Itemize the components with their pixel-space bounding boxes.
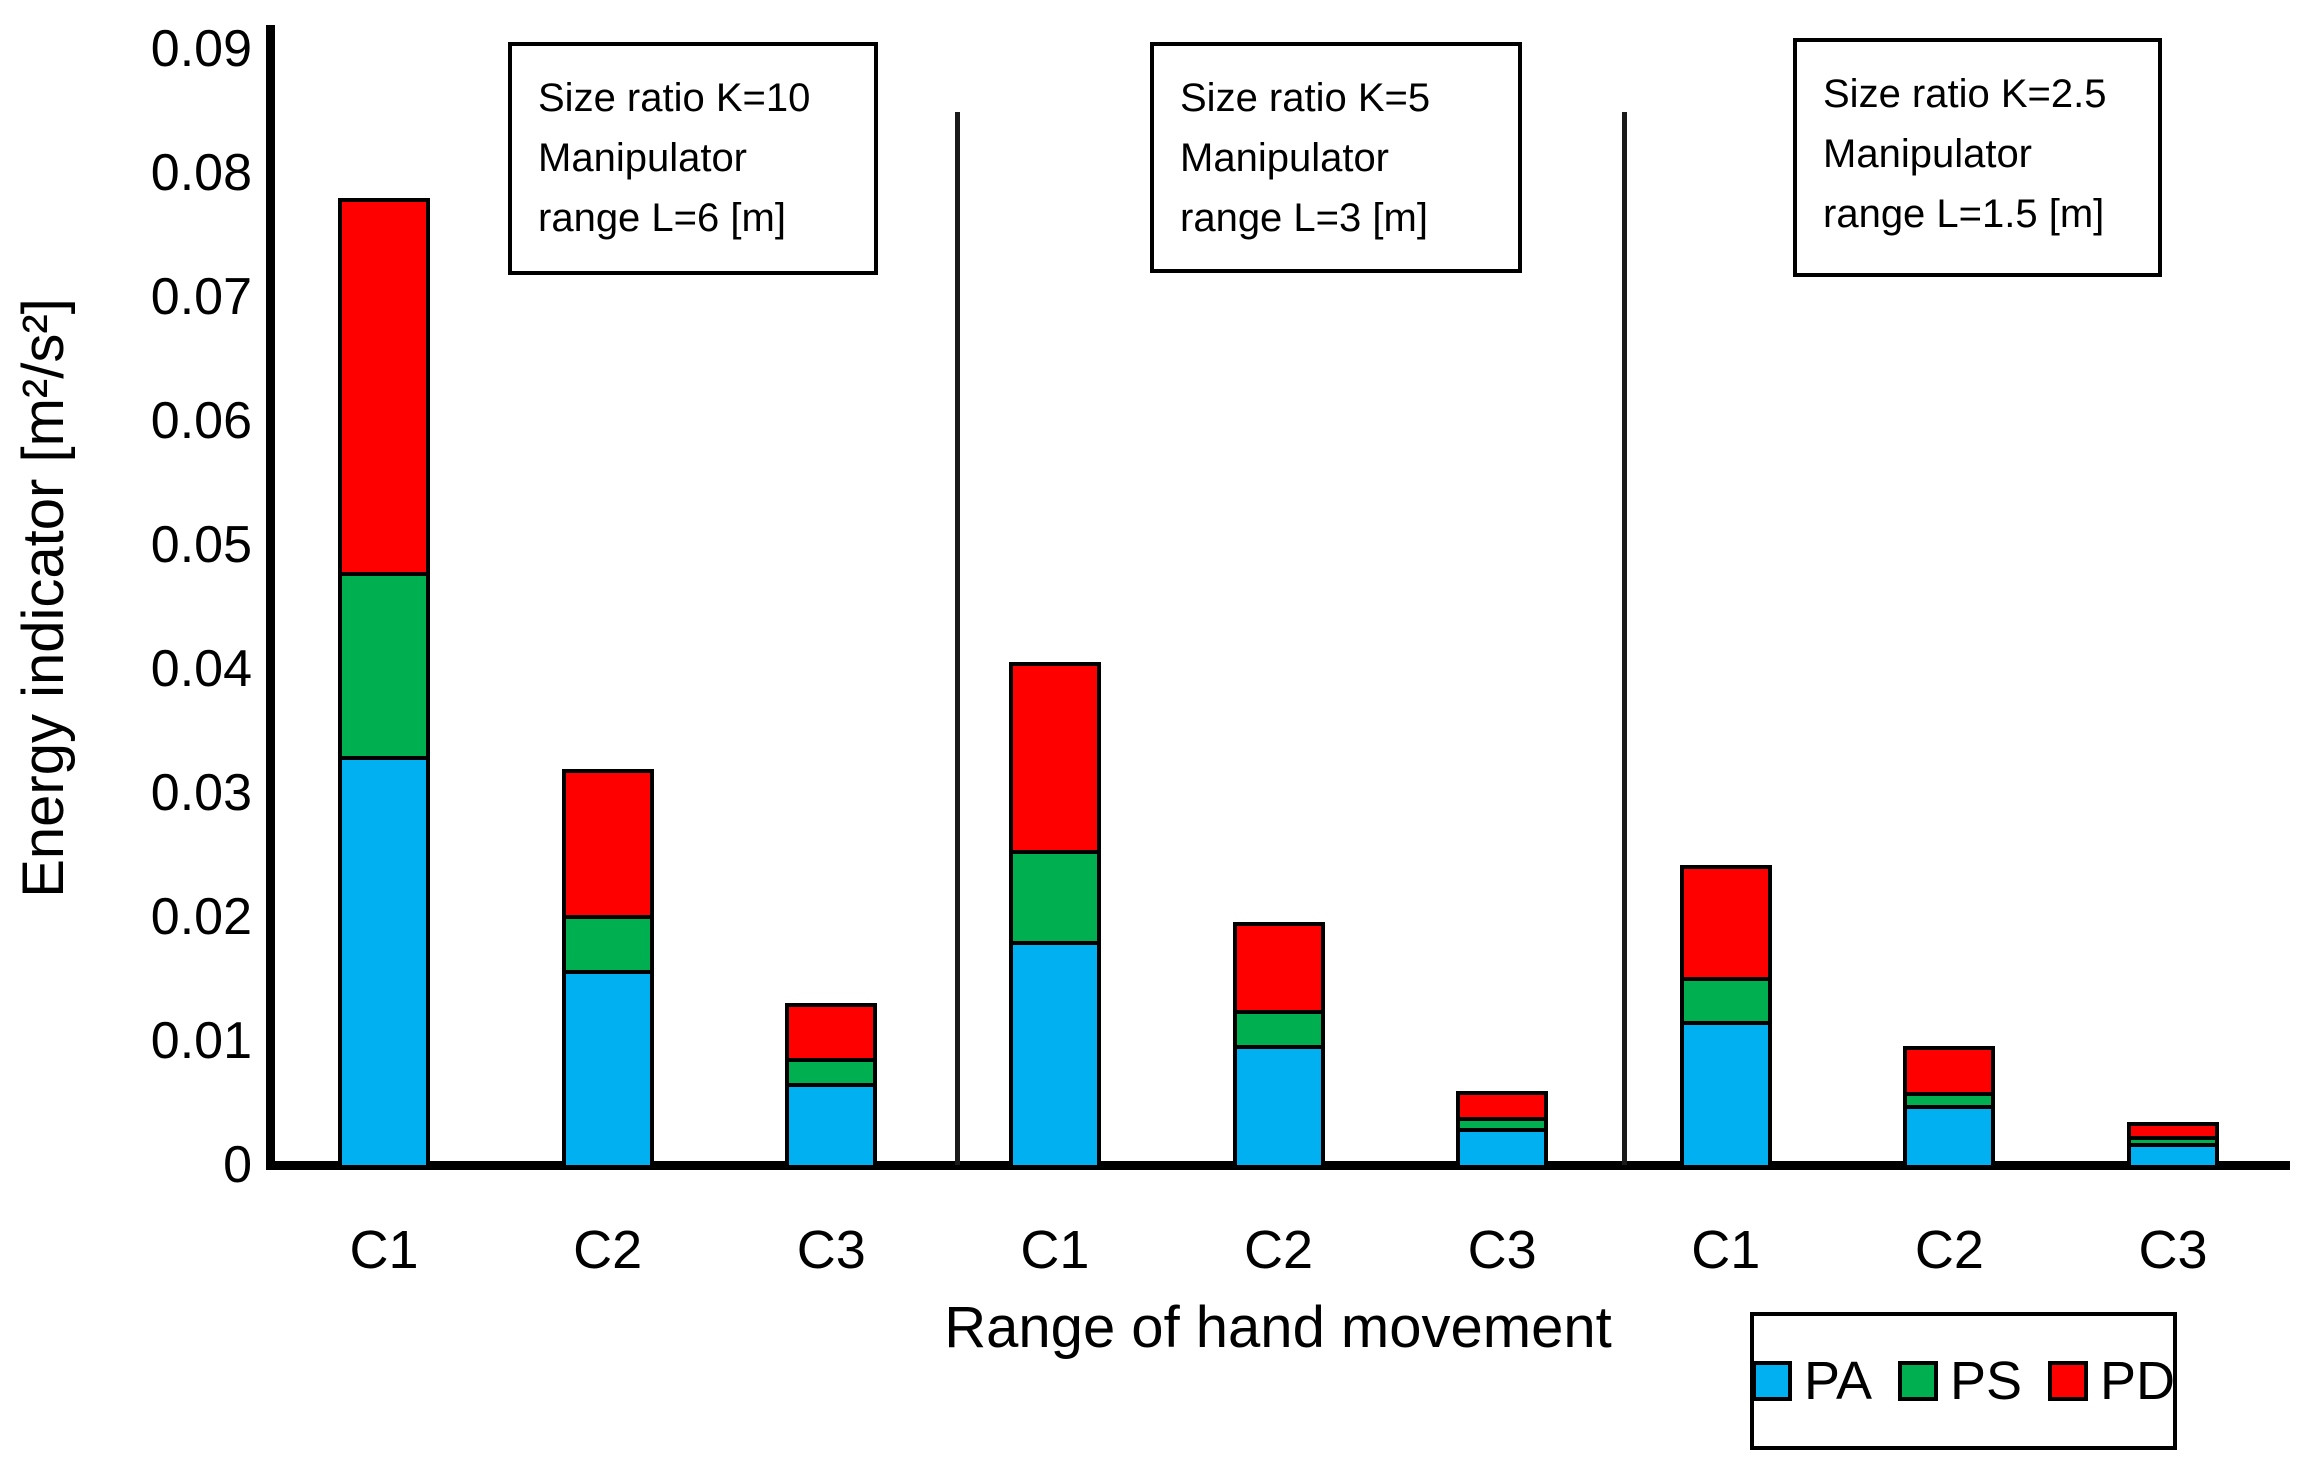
- bar-group3-C2-segment-PA: [1903, 1105, 1996, 1169]
- bar-group2-C1-segment-PD: [1008, 661, 1101, 855]
- y-tick-label-0.05: 0.05: [150, 516, 252, 574]
- bar-group2-C1-segment-PA: [1008, 940, 1101, 1169]
- annotation-line: Manipulator: [538, 136, 748, 180]
- bar-group2-C3-segment-PA: [1456, 1127, 1549, 1169]
- y-tick-label-0.07: 0.07: [150, 268, 252, 326]
- x-category-label-group2-C2: C2: [1243, 1220, 1314, 1280]
- annotation-line: range L=1.5 [m]: [1823, 192, 2105, 236]
- annotation-line: Manipulator: [1180, 136, 1390, 180]
- x-category-label-group3-C2: C2: [1914, 1220, 1984, 1280]
- bar-group1-C3-segment-PD: [785, 1002, 878, 1063]
- x-category-label-group1-C3: C3: [796, 1220, 866, 1280]
- bar-group1-C2-segment-PD: [561, 769, 654, 919]
- bar-group1-C1-segment-PS: [338, 572, 430, 760]
- ps-swatch-icon: [1897, 1361, 1938, 1401]
- y-tick-label-0.08: 0.08: [150, 144, 252, 202]
- bar-group3-C2-segment-PD: [1903, 1045, 1996, 1096]
- bar-group3-C1-segment-PA: [1679, 1021, 1772, 1169]
- group-separator-1: [955, 112, 960, 1165]
- annotation-box-k10: Size ratio K=10 Manipulator range L=6 [m…: [508, 42, 878, 275]
- x-category-label-group3-C3: C3: [2138, 1220, 2208, 1280]
- annotation-line: range L=3 [m]: [1180, 196, 1428, 240]
- bar-group3-C3-segment-PD: [2127, 1121, 2219, 1141]
- legend-entry-pa: PA: [1751, 1350, 1872, 1412]
- legend-entry-pd: PD: [2048, 1350, 2175, 1412]
- pd-swatch-icon: [2048, 1361, 2089, 1401]
- x-category-label-group2-C1: C1: [1020, 1220, 1090, 1280]
- annotation-line: Size ratio K=5: [1180, 76, 1431, 120]
- x-category-label-group1-C2: C2: [573, 1220, 643, 1280]
- bar-group2-C2-segment-PS: [1232, 1010, 1325, 1049]
- y-tick-label-0.06: 0.06: [150, 392, 252, 450]
- annotation-line: Size ratio K=2.5: [1823, 72, 2107, 116]
- y-tick-label-0.02: 0.02: [150, 888, 252, 946]
- x-category-label-group3-C1: C1: [1691, 1220, 1761, 1280]
- legend: PA PS PD: [1750, 1312, 2177, 1450]
- bar-group3-C1-segment-PS: [1679, 976, 1772, 1026]
- bar-group2-C3-segment-PD: [1456, 1090, 1549, 1121]
- bar-group1-C1-segment-PA: [338, 755, 430, 1169]
- annotation-line: Manipulator: [1823, 132, 2033, 176]
- y-tick-label-0.01: 0.01: [150, 1012, 252, 1070]
- bar-group2-C2-segment-PA: [1232, 1044, 1325, 1169]
- legend-label-pd: PD: [2100, 1351, 2176, 1411]
- y-tick-label-0: 0: [223, 1136, 252, 1194]
- bar-group2-C1-segment-PS: [1008, 850, 1101, 945]
- bar-group1-C2-segment-PS: [561, 914, 654, 975]
- legend-label-pa: PA: [1803, 1351, 1872, 1411]
- y-tick-label-0.09: 0.09: [150, 20, 252, 78]
- annotation-line: range L=6 [m]: [538, 196, 786, 240]
- bar-group1-C3-segment-PS: [785, 1058, 878, 1088]
- y-tick-label-0.03: 0.03: [150, 764, 252, 822]
- legend-label-ps: PS: [1949, 1351, 2023, 1411]
- pa-swatch-icon: [1751, 1361, 1792, 1401]
- bar-group1-C3-segment-PA: [785, 1083, 878, 1169]
- annotation-line: Size ratio K=10: [538, 76, 811, 120]
- legend-entry-ps: PS: [1897, 1350, 2023, 1412]
- group-separator-2: [1622, 112, 1627, 1165]
- bar-group2-C2-segment-PD: [1232, 921, 1325, 1014]
- x-category-label-group1-C1: C1: [349, 1220, 419, 1280]
- bar-group1-C1-segment-PD: [338, 197, 430, 577]
- bar-group3-C1-segment-PD: [1679, 864, 1772, 981]
- y-tick-label-0.04: 0.04: [150, 640, 252, 698]
- annotation-box-k2-5: Size ratio K=2.5 Manipulator range L=1.5…: [1793, 38, 2162, 277]
- y-axis-line: [266, 25, 275, 1169]
- x-category-label-group2-C3: C3: [1467, 1220, 1537, 1280]
- bar-group1-C2-segment-PA: [561, 970, 654, 1169]
- annotation-box-k5: Size ratio K=5 Manipulator range L=3 [m]: [1150, 42, 1522, 273]
- x-axis-title: Range of hand movement: [944, 1295, 1612, 1360]
